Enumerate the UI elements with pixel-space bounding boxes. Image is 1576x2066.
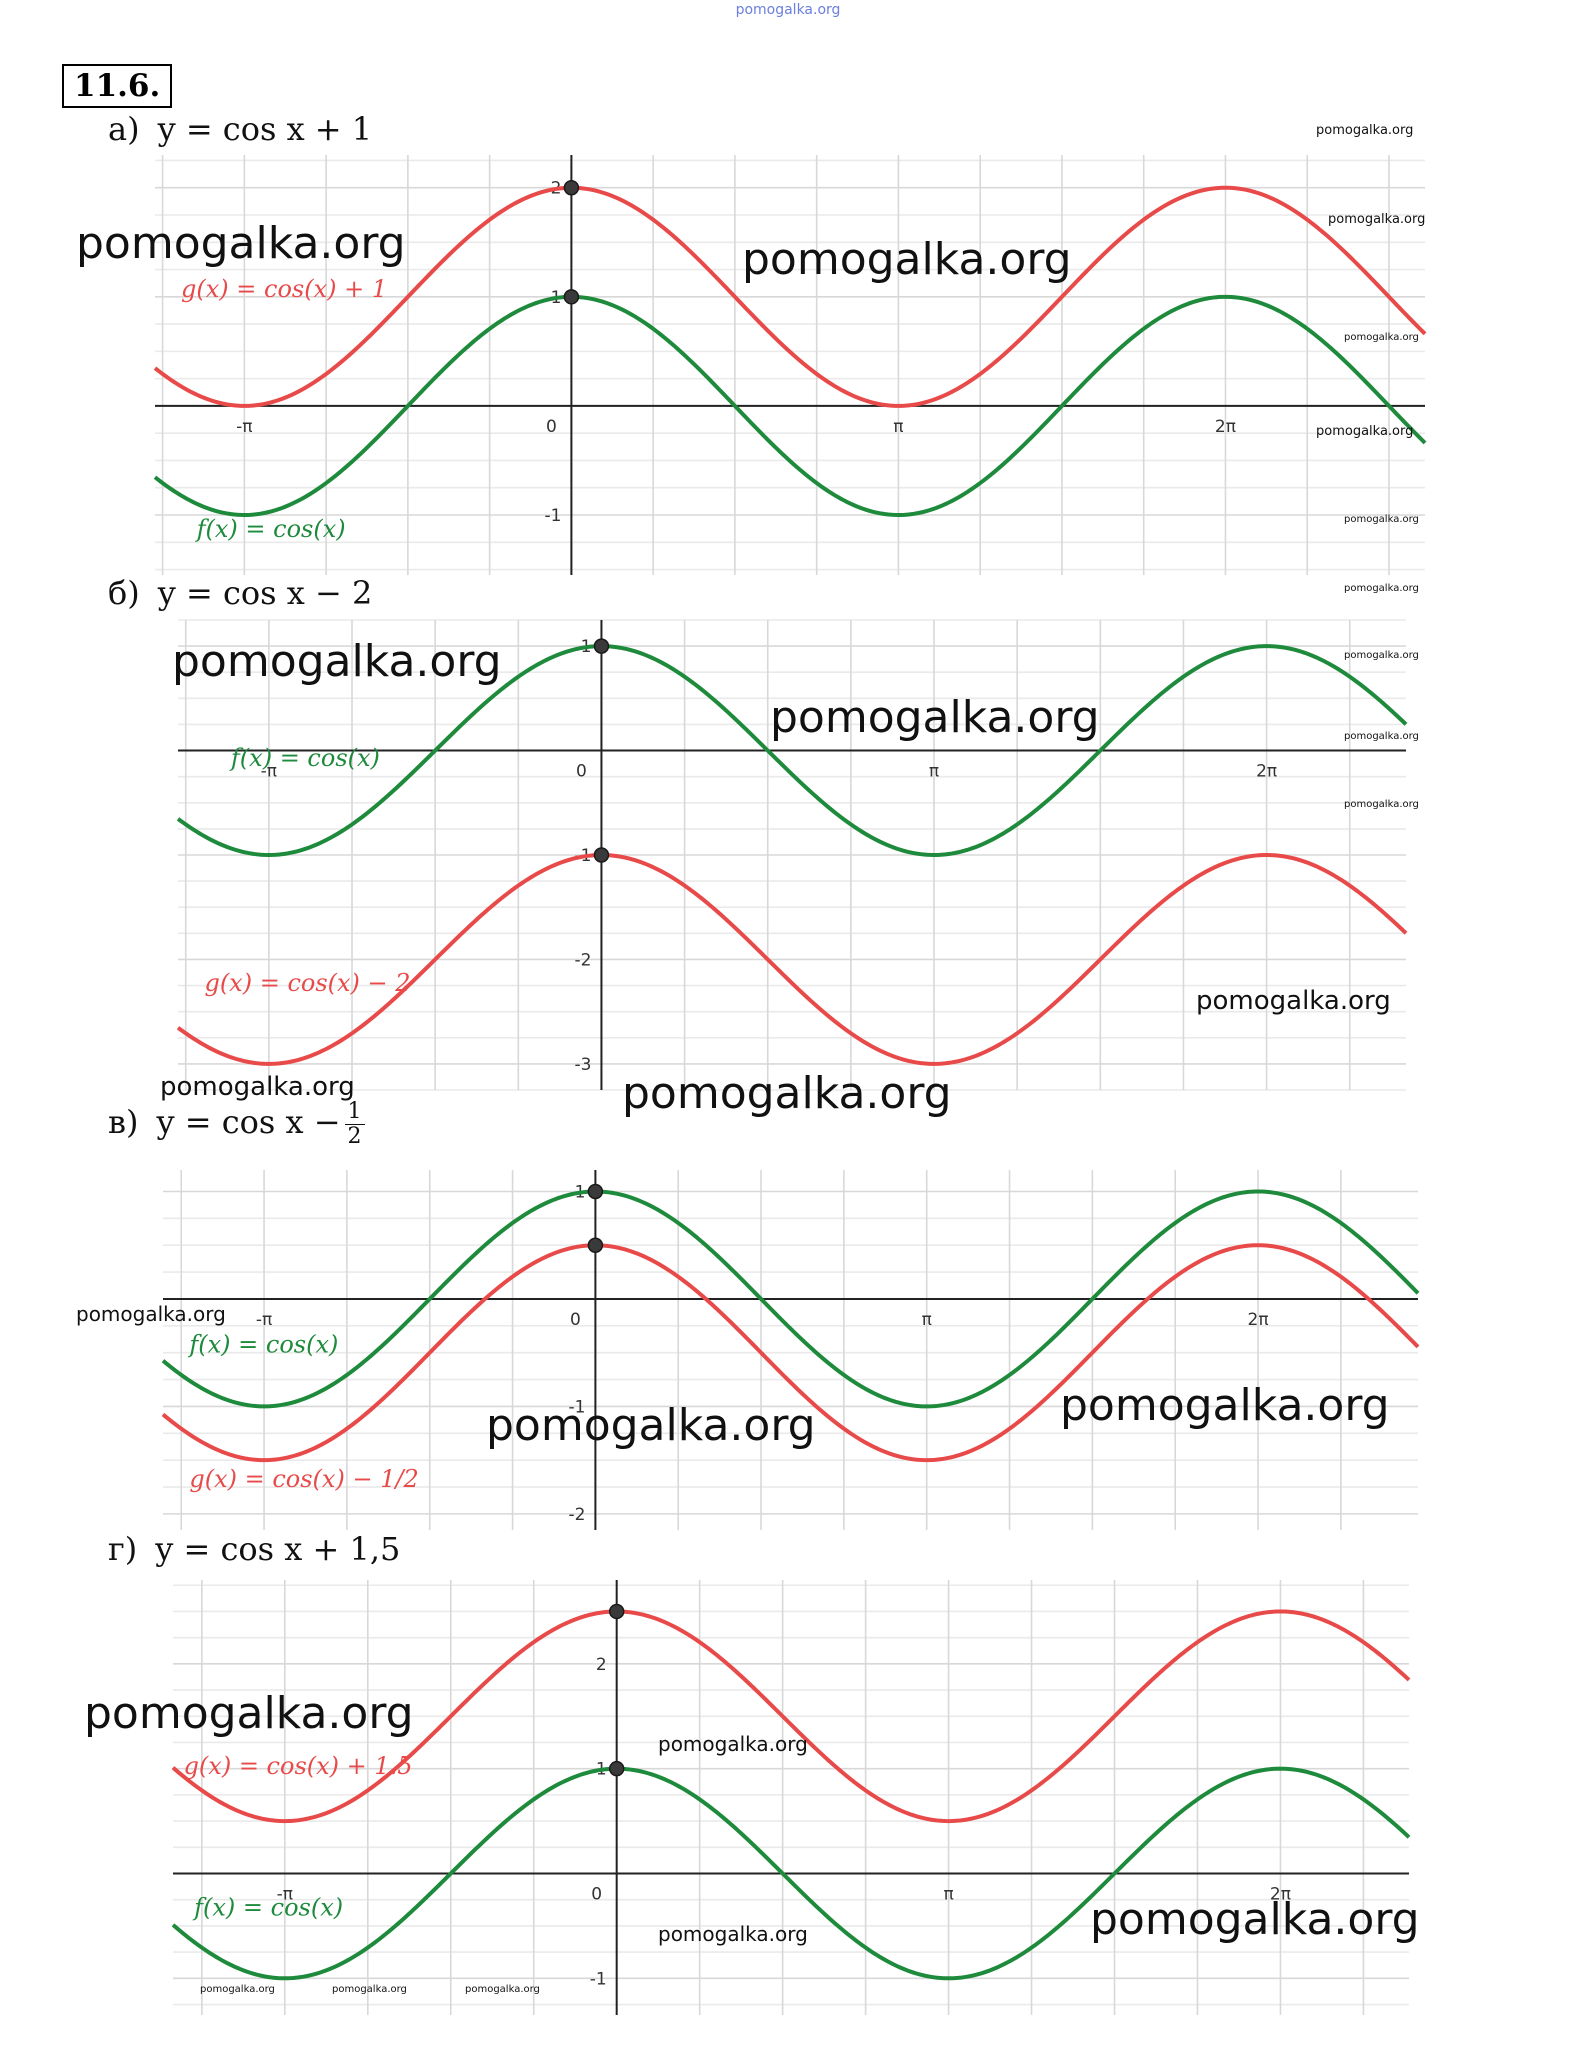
watermark: pomogalka.org [200,1984,275,1995]
x-tick-label: 2π [1248,1310,1269,1330]
marked-point[interactable] [608,1603,625,1620]
watermark: pomogalka.org [742,234,1072,285]
fraction-numerator: 1 [344,1100,365,1125]
x-tick-label: π [922,1310,932,1330]
y-tick-label: -1 [544,506,561,526]
watermark: pomogalka.org [1344,731,1419,742]
y-tick-label: 2 [596,1655,607,1675]
marked-point[interactable] [593,847,610,863]
watermark: pomogalka.org [76,1302,226,1326]
x-tick-label: 0 [570,1310,581,1330]
series-line-red [171,1609,1411,1824]
grid [178,619,1406,1091]
x-tick-label: 2π [1256,762,1277,782]
part-b-label: б) y = cos x − 2 [108,574,372,612]
x-tick-label: π [929,762,939,782]
marked-point[interactable] [587,1183,604,1200]
watermark: pomogalka.org [1316,424,1414,439]
series-label-green: f(x) = cos(x) [195,515,346,543]
watermark: pomogalka.org [1344,514,1419,525]
watermark: pomogalka.org [1316,123,1414,138]
series-line-green [153,294,1427,518]
watermark: pomogalka.org [1344,799,1419,810]
part-d-label: г) y = cos x + 1,5 [108,1530,400,1568]
grid [173,1580,1409,2015]
x-tick-label: -π [236,417,252,437]
watermark: pomogalka.org [84,1688,414,1739]
watermark: pomogalka.org [332,1984,407,1995]
marked-point[interactable] [563,289,580,305]
x-tick-label: 2π [1270,1884,1291,1904]
series-label-green: f(x) = cos(x) [229,744,380,772]
series-line-red [161,1243,1420,1463]
marked-point[interactable] [563,179,580,196]
x-tick-label: 0 [576,762,587,782]
series-label-green: f(x) = cos(x) [192,1893,343,1921]
series-line-green [161,1189,1420,1409]
x-tick-label: -π [277,1884,293,1904]
x-tick-label: π [893,417,903,437]
watermark: pomogalka.org [465,1984,540,1995]
series-line-red [153,185,1427,408]
x-tick-label: π [943,1884,953,1904]
watermark: pomogalka.org [770,692,1100,743]
part-a-equation: y = cos x + 1 [157,110,373,148]
series-label-red: g(x) = cos(x) − 2 [204,969,410,997]
watermark: pomogalka.org [1344,332,1419,343]
marked-point[interactable] [587,1237,604,1253]
watermark: pomogalka.org [658,1732,808,1756]
series-label-red: g(x) = cos(x) − 1/2 [189,1465,418,1493]
y-tick-label: -1 [590,1969,607,1989]
series-line-green [171,1766,1411,1981]
part-c-letter: в) [108,1103,139,1141]
series-label-green: f(x) = cos(x) [187,1331,338,1359]
y-tick-label: -1 [568,1397,585,1417]
part-b-letter: б) [108,574,140,612]
watermark: pomogalka.org [160,1072,355,1102]
x-tick-label: -π [261,762,277,782]
problem-number: 11.6. [62,64,173,108]
part-d-equation: y = cos x + 1,5 [155,1530,401,1568]
watermark: pomogalka.org [172,636,502,687]
site-link[interactable]: pomogalka.org [735,2,841,18]
watermark: pomogalka.org [1060,1380,1390,1431]
part-c-label: в) y = cos x −1 2 [108,1100,365,1149]
x-tick-label: 2π [1215,417,1236,437]
watermark: pomogalka.org [1344,650,1419,661]
part-d-letter: г) [108,1530,138,1568]
y-tick-label: -3 [574,1055,591,1075]
watermark: pomogalka.org [76,218,406,269]
watermark: pomogalka.org [1196,986,1391,1016]
chart-part-b: -π 0 π 2π1-1-2-3f(x) = cos(x)g(x) = cos(x) … [176,619,1408,1091]
marked-point[interactable] [593,638,610,654]
watermark: pomogalka.org [1344,583,1419,594]
watermark: pomogalka.org [658,1922,808,1946]
watermark: pomogalka.org [486,1400,816,1451]
watermark: pomogalka.org [1328,212,1426,227]
series-line-green [176,644,1408,858]
marked-point[interactable] [608,1760,625,1777]
x-tick-label: 0 [591,1884,602,1904]
y-tick-label: -2 [568,1505,585,1525]
x-tick-label: -π [256,1310,272,1330]
fraction-denominator: 2 [347,1124,362,1149]
series-label-red: g(x) = cos(x) + 1.5 [184,1752,413,1780]
y-tick-label: -2 [574,950,591,970]
x-tick-label: 0 [546,417,557,437]
series-line-red [176,852,1408,1066]
part-c-equation: y = cos x − [156,1103,341,1141]
part-a-label: а) y = cos x + 1 [108,110,372,148]
watermark: pomogalka.org [1090,1894,1420,1945]
watermark: pomogalka.org [622,1068,952,1119]
series-label-red: g(x) = cos(x) + 1 [181,275,387,303]
chart-part-c: -π 0 π 2π1-1-2f(x) = cos(x)g(x) = cos(x) − … [161,1170,1420,1530]
part-a-letter: а) [108,110,140,148]
part-b-equation: y = cos x − 2 [157,574,373,612]
